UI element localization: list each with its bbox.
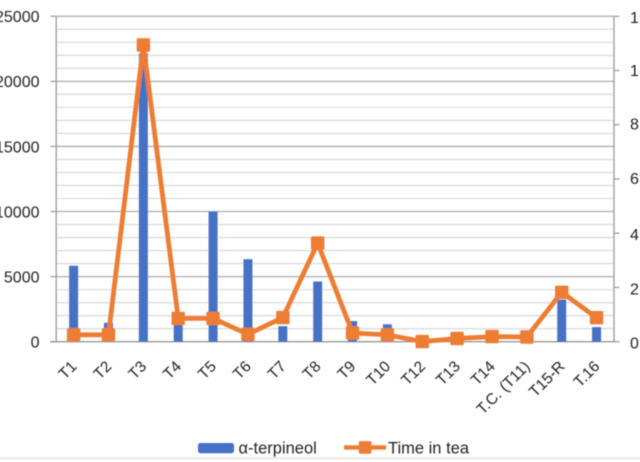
- svg-text:1: 1: [630, 10, 639, 27]
- svg-text:15000: 15000: [0, 139, 40, 156]
- svg-text:20000: 20000: [0, 74, 40, 91]
- svg-text:0: 0: [630, 336, 639, 353]
- svg-text:0: 0: [31, 335, 40, 352]
- svg-text:8: 8: [630, 117, 639, 134]
- svg-text:25000: 25000: [0, 9, 40, 26]
- svg-text:6: 6: [630, 171, 639, 188]
- svg-text:2: 2: [630, 282, 639, 299]
- svg-text:1: 1: [630, 63, 639, 80]
- svg-text:10000: 10000: [0, 204, 40, 221]
- svg-text:5000: 5000: [4, 270, 40, 287]
- svg-text:4: 4: [630, 227, 639, 244]
- svg-text:α-terpineol: α-terpineol: [239, 440, 317, 458]
- svg-text:Time in tea: Time in tea: [388, 440, 470, 458]
